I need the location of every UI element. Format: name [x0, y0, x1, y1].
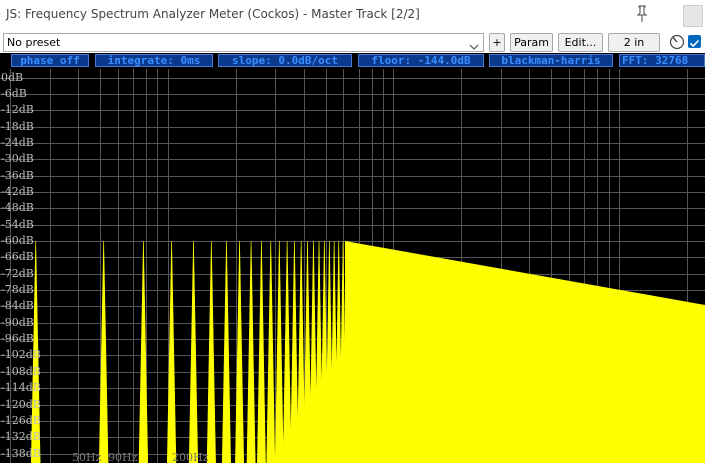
freq-label: 50Hz	[72, 451, 102, 463]
fft-status[interactable]: FFT: 32768	[619, 54, 705, 67]
db-label: -126dB	[1, 413, 41, 427]
spectrum-display[interactable]: 0dB -6dB -12dB -18dB -24dB -30dB -36dB -42dB -48…	[0, 53, 705, 463]
db-label: -138dB	[1, 446, 41, 460]
db-label: -48dB	[1, 201, 34, 215]
title-bar: JS: Frequency Spectrum Analyzer Meter (C…	[0, 0, 705, 31]
db-label: -6dB	[1, 86, 27, 100]
integrate-status[interactable]: integrate: 0ms	[95, 54, 213, 67]
phase-status[interactable]: phase off	[11, 54, 89, 67]
edit-button[interactable]: Edit...	[558, 33, 603, 52]
db-label: -96dB	[1, 332, 34, 346]
chevron-down-icon	[469, 37, 479, 50]
slope-status[interactable]: slope: 0.0dB/oct	[218, 54, 352, 67]
wet-knob-icon[interactable]	[669, 34, 685, 50]
spectrum-dense-area	[345, 241, 705, 463]
enable-checkbox[interactable]	[688, 35, 701, 48]
db-label: -72dB	[1, 266, 34, 280]
db-label: -18dB	[1, 119, 34, 133]
spectrum-peaks	[30, 240, 352, 463]
window-status[interactable]: blackman-harris	[489, 54, 613, 67]
db-label: -108dB	[1, 364, 41, 378]
preset-dropdown[interactable]: No preset	[3, 33, 484, 52]
db-label: -66dB	[1, 250, 34, 264]
param-button[interactable]: Param	[510, 33, 553, 52]
db-label: -90dB	[1, 315, 34, 329]
db-label: -84dB	[1, 299, 34, 313]
freq-label: 200Hz	[172, 451, 209, 463]
floor-status[interactable]: floor: -144.0dB	[358, 54, 484, 67]
db-label: -120dB	[1, 397, 41, 411]
db-label: -132dB	[1, 430, 41, 444]
db-label: -78dB	[1, 283, 34, 297]
close-icon[interactable]	[683, 5, 703, 27]
io-button[interactable]: 2 in	[608, 33, 660, 52]
spectrum-plot	[30, 240, 705, 463]
toolbar: No preset + Param Edit... 2 in	[0, 31, 705, 53]
db-label: -36dB	[1, 168, 34, 182]
window-title: JS: Frequency Spectrum Analyzer Meter (C…	[6, 7, 420, 21]
db-label: -30dB	[1, 152, 34, 166]
db-label: -12dB	[1, 103, 34, 117]
add-preset-button[interactable]: +	[489, 33, 505, 52]
db-label: -42dB	[1, 184, 34, 198]
freq-label: 90Hz	[108, 451, 138, 463]
db-label: -60dB	[1, 234, 34, 247]
db-label: 0dB	[1, 70, 24, 84]
db-label: -102dB	[1, 348, 41, 362]
pin-icon[interactable]	[632, 4, 652, 24]
db-label: -24dB	[1, 135, 34, 149]
db-label: -114dB	[1, 381, 41, 395]
db-label: -54dB	[1, 217, 34, 231]
preset-value: No preset	[7, 36, 61, 49]
